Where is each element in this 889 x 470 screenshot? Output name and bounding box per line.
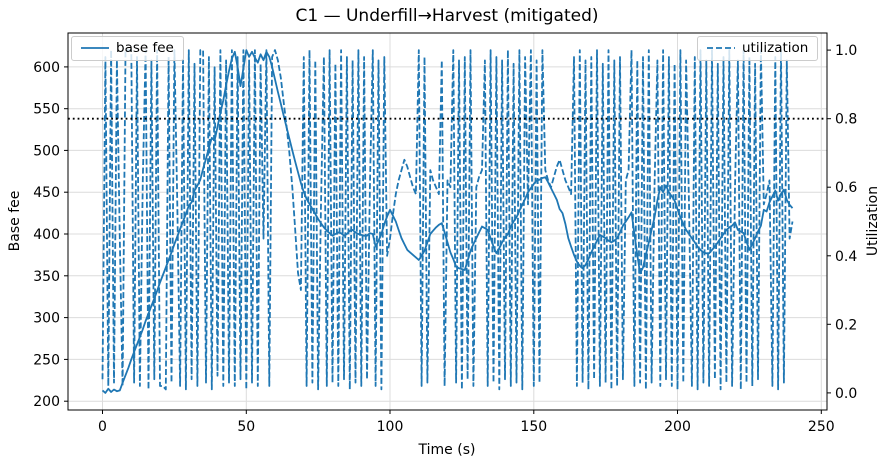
x-tick-label: 250: [808, 419, 835, 435]
legend-utilization: utilization: [697, 36, 819, 61]
legend-label-utilization: utilization: [742, 40, 809, 56]
y-axis-label-left: Base fee: [7, 190, 23, 252]
y-tick-label-left: 200: [33, 394, 60, 410]
y-tick-label-left: 300: [33, 311, 60, 327]
x-tick-label: 50: [237, 419, 255, 435]
y-tick-label-left: 600: [33, 60, 60, 76]
legend-base-fee: base fee: [71, 36, 184, 61]
legend-solid-line-sample: [81, 47, 109, 49]
y-tick-label-left: 550: [33, 102, 60, 118]
y-axis-label-right: Utilization: [865, 185, 881, 257]
y-tick-label-right: 0.0: [835, 386, 857, 402]
y-tick-label-right: 0.8: [835, 112, 857, 128]
legend-dashed-line-sample: [707, 47, 735, 49]
chart-title: C1 — Underfill→Harvest (mitigated): [295, 6, 599, 26]
x-axis-label: Time (s): [418, 442, 476, 458]
x-tick-label: 100: [377, 419, 404, 435]
x-tick-label: 200: [664, 419, 691, 435]
y-tick-label-left: 350: [33, 269, 60, 285]
x-tick-label: 150: [520, 419, 547, 435]
y-tick-label-right: 0.6: [835, 180, 857, 196]
y-tick-label-left: 500: [33, 143, 60, 159]
y-tick-label-right: 1.0: [835, 43, 857, 59]
legend-label-base-fee: base fee: [116, 40, 174, 56]
series-line-utilization: [101, 49, 794, 391]
y-tick-label-right: 0.2: [835, 317, 857, 333]
y-tick-label-right: 0.4: [835, 249, 857, 265]
y-tick-label-left: 450: [33, 185, 60, 201]
axes-spines: [67, 32, 828, 411]
y-tick-label-left: 250: [33, 352, 60, 368]
y-tick-label-left: 400: [33, 227, 60, 243]
x-tick-label: 0: [98, 419, 107, 435]
